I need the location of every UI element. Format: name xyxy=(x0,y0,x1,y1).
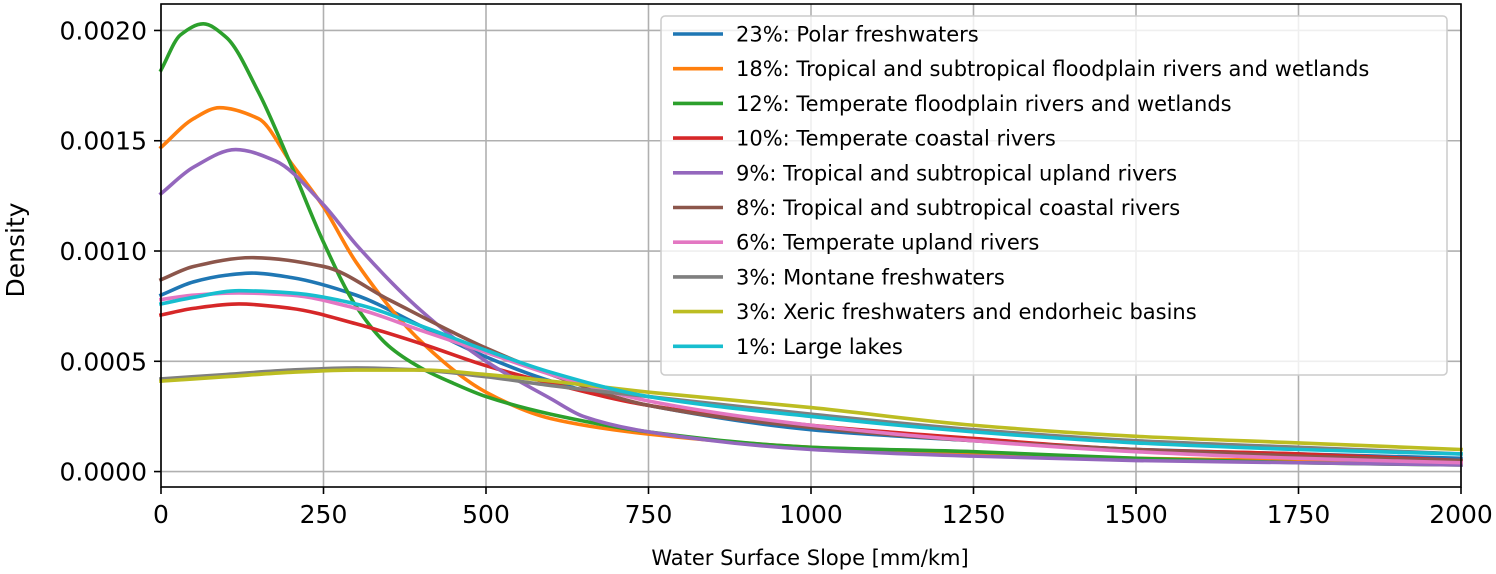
legend-label: 10%: Temperate coastal rivers xyxy=(736,127,1056,151)
x-tick-label: 1750 xyxy=(1267,500,1331,529)
y-tick-label: 0.0015 xyxy=(60,127,147,156)
legend-label: 8%: Tropical and subtropical coastal riv… xyxy=(736,196,1180,220)
series-line-temperate-floodplain-rivers-and-wetlands xyxy=(158,22,1463,467)
y-axis-title: Density xyxy=(1,202,30,297)
x-axis-title: Water Surface Slope [mm/km] xyxy=(651,546,968,570)
legend-label: 1%: Large lakes xyxy=(736,335,903,359)
x-tick-label: 1500 xyxy=(1104,500,1168,529)
legend: 23%: Polar freshwaters 18%: Tropical and … xyxy=(660,15,1448,376)
series-line-large-lakes xyxy=(158,288,1463,456)
legend-label: 12%: Temperate floodplain rivers and wet… xyxy=(736,92,1232,116)
legend-label: 23%: Polar freshwaters xyxy=(736,23,979,47)
legend-label: 6%: Temperate upland rivers xyxy=(736,231,1039,255)
x-tick-label: 1250 xyxy=(942,500,1006,529)
y-tick-label: 0.0020 xyxy=(60,16,147,45)
axis-ticks: 0 250 500 750 1000 1250 1500 1750 2000 0.0000 0.00… xyxy=(60,16,1493,529)
x-tick-label: 750 xyxy=(625,500,673,529)
series-lines xyxy=(158,22,1463,467)
y-tick-label: 0.0005 xyxy=(60,347,147,376)
x-tick-label: 2000 xyxy=(1429,500,1493,529)
series-line-tropical-and-subtropical-upland-rivers xyxy=(158,147,1463,467)
x-tick-label: 1000 xyxy=(779,500,843,529)
legend-label: 9%: Tropical and subtropical upland rive… xyxy=(736,161,1177,185)
x-tick-label: 500 xyxy=(462,500,510,529)
legend-label: 3%: Montane freshwaters xyxy=(736,265,1005,289)
legend-label: 3%: Xeric freshwaters and endorheic basi… xyxy=(736,300,1197,324)
y-tick-label: 0.0000 xyxy=(60,458,147,487)
series-line-xeric-freshwaters-and-endorheic-basins xyxy=(159,368,1463,452)
x-tick-label: 250 xyxy=(300,500,348,529)
legend-label: 18%: Tropical and subtropical floodplain… xyxy=(736,57,1369,81)
y-tick-label: 0.0010 xyxy=(60,237,147,266)
legend-box xyxy=(660,15,1448,376)
x-tick-label: 0 xyxy=(153,500,169,529)
